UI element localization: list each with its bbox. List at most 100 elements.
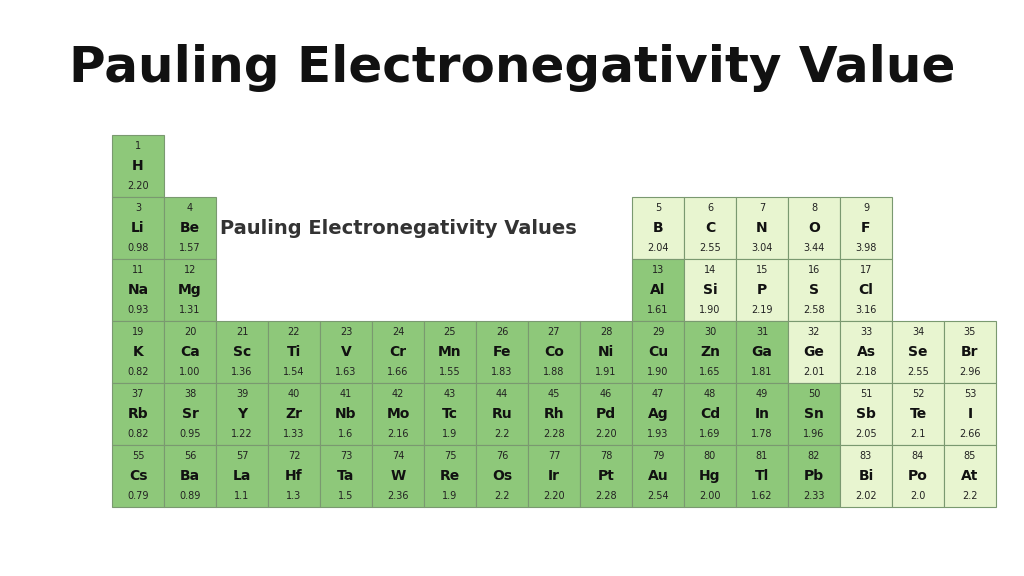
- Text: 49: 49: [756, 389, 768, 399]
- Text: La: La: [232, 469, 251, 483]
- Text: 2.18: 2.18: [855, 367, 877, 377]
- Bar: [892, 321, 944, 383]
- Text: 1.65: 1.65: [699, 367, 721, 377]
- Text: Cs: Cs: [129, 469, 147, 483]
- Text: 45: 45: [548, 389, 560, 399]
- Bar: [112, 259, 164, 321]
- Text: Au: Au: [648, 469, 669, 483]
- Text: Li: Li: [131, 221, 144, 235]
- Text: S: S: [809, 283, 819, 297]
- Text: Re: Re: [440, 469, 460, 483]
- Text: 2.55: 2.55: [699, 243, 721, 253]
- Text: 1.62: 1.62: [752, 491, 773, 501]
- Text: Zn: Zn: [700, 345, 720, 359]
- Text: 2.28: 2.28: [595, 491, 616, 501]
- Text: 2.2: 2.2: [495, 491, 510, 501]
- Bar: [112, 197, 164, 259]
- Bar: [632, 321, 684, 383]
- Bar: [424, 445, 476, 507]
- Text: Mg: Mg: [178, 283, 202, 297]
- Text: 78: 78: [600, 451, 612, 461]
- Text: 3.44: 3.44: [803, 243, 824, 253]
- Text: Rh: Rh: [544, 407, 564, 421]
- Bar: [632, 445, 684, 507]
- Text: Pauling Electronegativity Value: Pauling Electronegativity Value: [69, 44, 955, 92]
- Text: Cd: Cd: [700, 407, 720, 421]
- Text: 76: 76: [496, 451, 508, 461]
- Text: 0.89: 0.89: [179, 491, 201, 501]
- Bar: [840, 259, 892, 321]
- Text: 1.57: 1.57: [179, 243, 201, 253]
- Bar: [736, 259, 788, 321]
- Text: Ca: Ca: [180, 345, 200, 359]
- Text: 39: 39: [236, 389, 248, 399]
- Bar: [788, 383, 840, 445]
- Text: Te: Te: [909, 407, 927, 421]
- Text: 2.00: 2.00: [699, 491, 721, 501]
- Bar: [372, 321, 424, 383]
- Bar: [892, 383, 944, 445]
- Text: 42: 42: [392, 389, 404, 399]
- Text: Ir: Ir: [548, 469, 560, 483]
- Text: 2.0: 2.0: [910, 491, 926, 501]
- Text: 2.1: 2.1: [910, 429, 926, 439]
- Bar: [319, 445, 372, 507]
- Text: W: W: [390, 469, 406, 483]
- Text: 32: 32: [808, 327, 820, 337]
- Bar: [164, 321, 216, 383]
- Text: 3.04: 3.04: [752, 243, 773, 253]
- Text: 2.58: 2.58: [803, 305, 824, 315]
- Text: Sr: Sr: [181, 407, 199, 421]
- Text: 53: 53: [964, 389, 976, 399]
- Text: Bi: Bi: [858, 469, 873, 483]
- Text: 1.6: 1.6: [338, 429, 353, 439]
- Text: P: P: [757, 283, 767, 297]
- Text: 2.20: 2.20: [127, 181, 148, 191]
- Text: Os: Os: [492, 469, 512, 483]
- Text: Mn: Mn: [438, 345, 462, 359]
- Bar: [216, 445, 268, 507]
- Bar: [788, 197, 840, 259]
- Text: Tc: Tc: [442, 407, 458, 421]
- Text: H: H: [132, 159, 143, 173]
- Text: Ni: Ni: [598, 345, 614, 359]
- Text: 12: 12: [184, 265, 197, 275]
- Bar: [684, 321, 736, 383]
- Bar: [112, 321, 164, 383]
- Text: At: At: [962, 469, 979, 483]
- Text: Hf: Hf: [286, 469, 303, 483]
- Bar: [372, 445, 424, 507]
- Text: Ta: Ta: [337, 469, 354, 483]
- Bar: [632, 259, 684, 321]
- Bar: [840, 383, 892, 445]
- Text: 2.20: 2.20: [595, 429, 616, 439]
- Text: Ge: Ge: [804, 345, 824, 359]
- Text: 1.83: 1.83: [492, 367, 513, 377]
- Text: Hg: Hg: [699, 469, 721, 483]
- Text: 0.79: 0.79: [127, 491, 148, 501]
- Text: 26: 26: [496, 327, 508, 337]
- Text: 27: 27: [548, 327, 560, 337]
- Text: Sn: Sn: [804, 407, 824, 421]
- Text: 3.16: 3.16: [855, 305, 877, 315]
- Text: Si: Si: [702, 283, 718, 297]
- Text: 24: 24: [392, 327, 404, 337]
- Text: 46: 46: [600, 389, 612, 399]
- Text: 2.01: 2.01: [803, 367, 824, 377]
- Bar: [424, 383, 476, 445]
- Text: 82: 82: [808, 451, 820, 461]
- Text: 38: 38: [184, 389, 197, 399]
- Text: 44: 44: [496, 389, 508, 399]
- Text: 17: 17: [860, 265, 872, 275]
- Text: 1: 1: [135, 141, 141, 151]
- Text: 1.9: 1.9: [442, 429, 458, 439]
- Text: 41: 41: [340, 389, 352, 399]
- Text: 2.36: 2.36: [387, 491, 409, 501]
- Text: 3.98: 3.98: [855, 243, 877, 253]
- Bar: [944, 321, 996, 383]
- Text: 55: 55: [132, 451, 144, 461]
- Text: 43: 43: [443, 389, 456, 399]
- Text: 35: 35: [964, 327, 976, 337]
- Bar: [788, 445, 840, 507]
- Text: Ti: Ti: [287, 345, 301, 359]
